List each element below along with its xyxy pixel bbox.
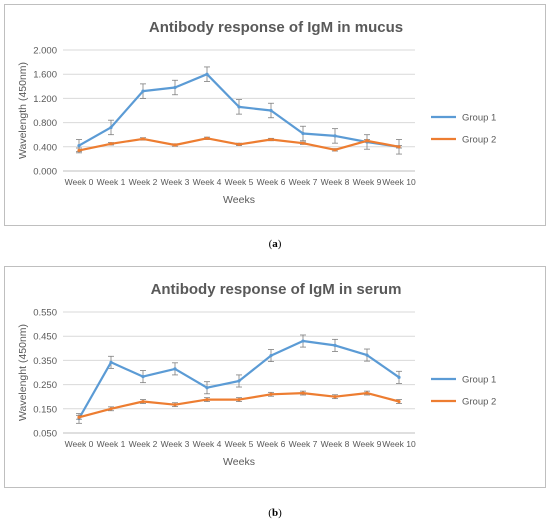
data-point-group-2 bbox=[205, 136, 209, 140]
data-point-group-2 bbox=[109, 142, 113, 146]
y-tick-label: 0.150 bbox=[33, 404, 57, 415]
x-tick-label: Week 7 bbox=[289, 177, 318, 187]
x-tick-label: Week 2 bbox=[129, 439, 158, 449]
data-point-group-1 bbox=[301, 339, 305, 343]
x-tick-label: Week 3 bbox=[161, 439, 190, 449]
x-tick-label: Week 0 bbox=[65, 439, 94, 449]
x-tick-label: Week 1 bbox=[97, 177, 126, 187]
data-point-group-1 bbox=[269, 353, 273, 358]
chart-b-svg: Antibody response of IgM in serum 0.050 0.… bbox=[17, 281, 496, 468]
data-point-group-2 bbox=[333, 148, 337, 152]
data-point-group-1 bbox=[109, 125, 113, 130]
data-point-group-2 bbox=[365, 391, 369, 395]
data-point-group-1 bbox=[397, 375, 401, 379]
data-point-group-1 bbox=[237, 105, 241, 109]
chart-panel-b: Antibody response of IgM in serum 0.050 0.… bbox=[4, 266, 546, 488]
x-axis-label: Weeks bbox=[223, 456, 255, 468]
x-tick-label: Week 10 bbox=[382, 439, 416, 449]
x-tick-label: Week 8 bbox=[321, 177, 350, 187]
data-point-group-1 bbox=[141, 89, 145, 93]
y-tick-label: 2.000 bbox=[33, 46, 57, 57]
x-tick-label: Week 4 bbox=[193, 439, 222, 449]
x-axis-label: Weeks bbox=[223, 194, 255, 206]
data-point-group-2 bbox=[77, 148, 81, 153]
x-tick-label: Week 6 bbox=[257, 439, 286, 449]
data-point-group-2 bbox=[173, 403, 177, 407]
y-axis-label: Wavelength (450nm) bbox=[17, 62, 29, 159]
data-point-group-1 bbox=[205, 386, 209, 390]
data-point-group-1 bbox=[333, 134, 337, 138]
y-tick-label: 0.450 bbox=[33, 332, 57, 343]
data-point-group-2 bbox=[269, 392, 273, 396]
x-tick-label: Week 6 bbox=[257, 177, 286, 187]
y-axis-label: Wavelenght (450nm) bbox=[17, 324, 29, 421]
data-point-group-2 bbox=[237, 142, 241, 146]
data-point-group-2 bbox=[77, 415, 81, 419]
data-point-group-2 bbox=[141, 399, 145, 404]
data-point-group-2 bbox=[397, 399, 401, 404]
y-tick-label: 0.250 bbox=[33, 380, 57, 391]
data-point-group-2 bbox=[141, 137, 145, 141]
caption-b: (b) bbox=[268, 507, 282, 519]
data-point-group-1 bbox=[365, 353, 369, 357]
data-point-group-2 bbox=[365, 139, 369, 143]
x-tick-label: Week 7 bbox=[289, 439, 318, 449]
data-point-group-2 bbox=[301, 391, 305, 395]
x-tick-label: Week 2 bbox=[129, 177, 158, 187]
y-tick-label: 0.550 bbox=[33, 308, 57, 319]
data-point-group-2 bbox=[301, 141, 305, 145]
data-point-group-2 bbox=[205, 398, 209, 402]
x-tick-label: Week 9 bbox=[353, 177, 382, 187]
data-point-group-2 bbox=[269, 137, 273, 142]
x-tick-label: Week 5 bbox=[225, 177, 254, 187]
data-point-group-1 bbox=[237, 379, 241, 383]
data-point-group-1 bbox=[301, 131, 305, 136]
x-tick-label: Week 3 bbox=[161, 177, 190, 187]
y-tick-label: 0.350 bbox=[33, 356, 57, 367]
chart-panel-a: Antibody response of IgM in mucus 0.000 0.… bbox=[4, 4, 546, 226]
data-point-group-2 bbox=[109, 407, 113, 411]
legend-label-group-1: Group 1 bbox=[462, 113, 496, 124]
chart-title: Antibody response of IgM in mucus bbox=[149, 19, 403, 36]
x-tick-label: Week 4 bbox=[193, 177, 222, 187]
data-point-group-1 bbox=[173, 367, 177, 371]
y-tick-label: 0.000 bbox=[33, 167, 57, 178]
legend-label-group-2: Group 2 bbox=[462, 397, 496, 408]
data-point-group-1 bbox=[205, 72, 209, 76]
data-point-group-1 bbox=[333, 343, 337, 347]
legend-label-group-1: Group 1 bbox=[462, 375, 496, 386]
caption-a-letter: a bbox=[272, 238, 278, 250]
data-point-group-1 bbox=[173, 85, 177, 90]
x-tick-label: Week 8 bbox=[321, 439, 350, 449]
chart-a-svg: Antibody response of IgM in mucus 0.000 0.… bbox=[17, 19, 496, 206]
y-tick-label: 1.200 bbox=[33, 94, 57, 105]
data-point-group-1 bbox=[77, 143, 81, 148]
legend-label-group-2: Group 2 bbox=[462, 135, 496, 146]
x-tick-label: Week 0 bbox=[65, 177, 94, 187]
x-tick-label: Week 1 bbox=[97, 439, 126, 449]
caption-a: (a) bbox=[268, 238, 282, 250]
y-tick-label: 1.600 bbox=[33, 70, 57, 81]
x-tick-label: Week 9 bbox=[353, 439, 382, 449]
y-tick-label: 0.800 bbox=[33, 118, 57, 129]
data-point-group-1 bbox=[109, 360, 113, 364]
y-tick-label: 0.050 bbox=[33, 429, 57, 440]
series-line-group-2 bbox=[78, 391, 400, 419]
y-tick-label: 0.400 bbox=[33, 142, 57, 153]
data-point-group-1 bbox=[269, 108, 273, 113]
caption-b-letter: b bbox=[271, 507, 279, 519]
data-point-group-1 bbox=[141, 375, 145, 379]
chart-title: Antibody response of IgM in serum bbox=[151, 281, 402, 298]
data-point-group-2 bbox=[237, 398, 241, 402]
data-point-group-2 bbox=[333, 395, 337, 399]
x-tick-label: Week 10 bbox=[382, 177, 416, 187]
data-point-group-2 bbox=[397, 145, 401, 149]
x-tick-label: Week 5 bbox=[225, 439, 254, 449]
data-point-group-2 bbox=[173, 143, 177, 147]
